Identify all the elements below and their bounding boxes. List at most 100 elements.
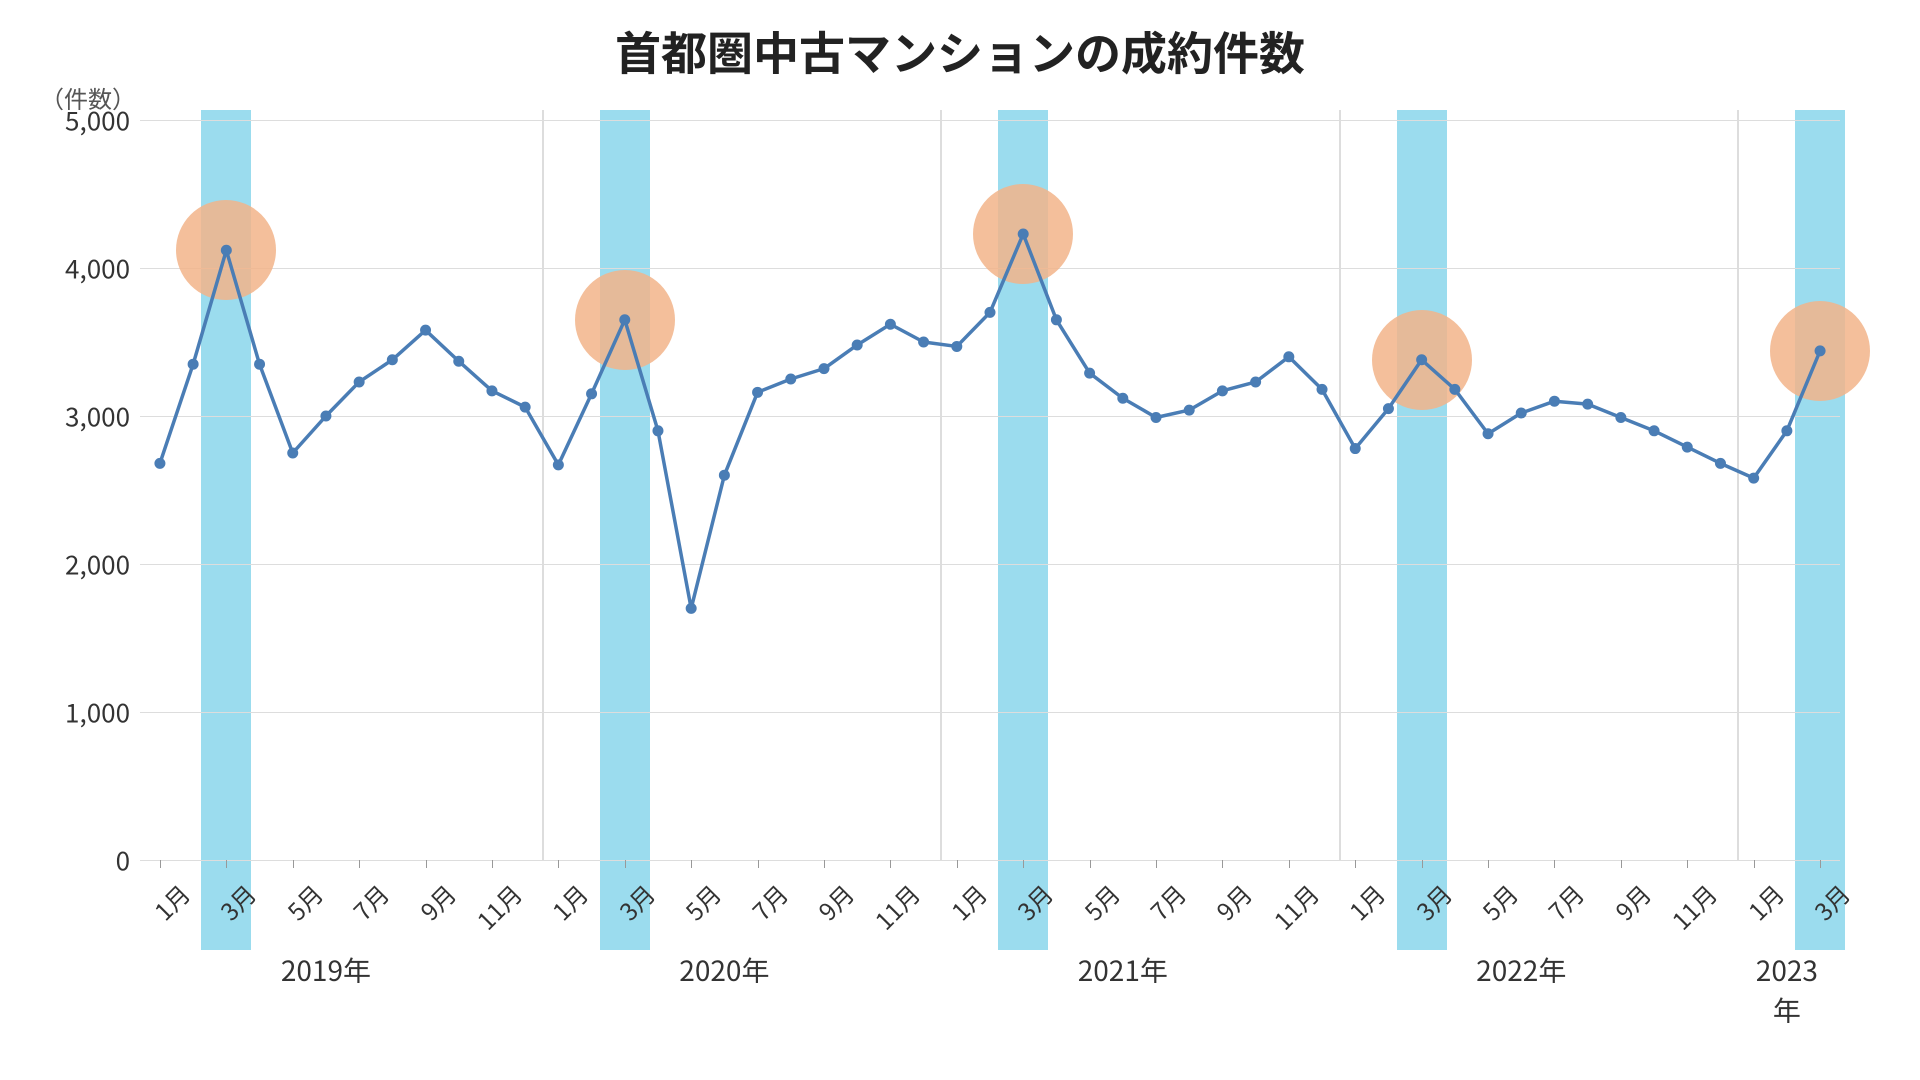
x-tick (824, 860, 825, 868)
x-tick (1355, 860, 1356, 868)
data-point (985, 307, 995, 317)
data-point (1450, 384, 1460, 394)
x-tick-label: 11月 (1657, 876, 1724, 943)
data-line (160, 234, 1820, 608)
data-point (1251, 377, 1261, 387)
x-tick-label: 5月 (262, 876, 329, 943)
x-tick (160, 860, 161, 868)
x-tick (1023, 860, 1024, 868)
data-point (487, 386, 497, 396)
x-tick (293, 860, 294, 868)
x-tick (625, 860, 626, 868)
data-point (1051, 315, 1061, 325)
data-point (387, 355, 397, 365)
data-point (155, 458, 165, 468)
x-tick (492, 860, 493, 868)
data-point (1118, 393, 1128, 403)
plot-area: 01,0002,0003,0004,0005,0001月3月5月7月9月11月1… (140, 120, 1840, 860)
chart-container: { "chart": { "type": "line", "title": "首… (0, 0, 1920, 1080)
data-point (1583, 399, 1593, 409)
data-point (653, 426, 663, 436)
data-point (819, 364, 829, 374)
data-point (686, 603, 696, 613)
x-tick-label: 1月 (1325, 876, 1392, 943)
data-point (221, 245, 231, 255)
x-tick-label: 1月 (1723, 876, 1790, 943)
data-point (786, 374, 796, 384)
data-point (1516, 408, 1526, 418)
x-tick-label: 1月 (528, 876, 595, 943)
data-point (1151, 412, 1161, 422)
data-point (1549, 396, 1559, 406)
x-tick-label: 9月 (1192, 876, 1259, 943)
x-tick (1422, 860, 1423, 868)
year-label: 2020年 (679, 950, 769, 990)
x-tick-label: 9月 (395, 876, 462, 943)
x-tick (1488, 860, 1489, 868)
data-point (553, 460, 563, 470)
x-tick (1754, 860, 1755, 868)
x-tick (226, 860, 227, 868)
data-point (1317, 384, 1327, 394)
x-tick (890, 860, 891, 868)
data-point (255, 359, 265, 369)
data-point (1715, 458, 1725, 468)
y-tick-label: 0 (40, 842, 130, 879)
x-tick (957, 860, 958, 868)
x-tick (1621, 860, 1622, 868)
data-point (288, 448, 298, 458)
data-point (1682, 442, 1692, 452)
x-tick-label: 7月 (1126, 876, 1193, 943)
x-tick (1554, 860, 1555, 868)
x-tick-label: 9月 (794, 876, 861, 943)
year-label: 2021年 (1078, 950, 1168, 990)
data-point (1649, 426, 1659, 436)
y-tick-label: 2,000 (40, 546, 130, 583)
x-tick-label: 5月 (661, 876, 728, 943)
line-chart-svg (140, 120, 1840, 860)
data-point (1085, 368, 1095, 378)
x-tick (426, 860, 427, 868)
data-point (919, 337, 929, 347)
data-point (885, 319, 895, 329)
x-tick-label: 11月 (1258, 876, 1325, 943)
data-point (1483, 429, 1493, 439)
x-tick (1156, 860, 1157, 868)
x-tick (1289, 860, 1290, 868)
data-point (620, 315, 630, 325)
data-point (421, 325, 431, 335)
x-tick (359, 860, 360, 868)
x-tick (1820, 860, 1821, 868)
year-label: 2022年 (1476, 950, 1566, 990)
x-tick (691, 860, 692, 868)
data-point (520, 402, 530, 412)
x-tick (1222, 860, 1223, 868)
data-point (1184, 405, 1194, 415)
data-point (587, 389, 597, 399)
x-tick-label: 1月 (926, 876, 993, 943)
year-label: 2023年 (1756, 950, 1818, 1030)
x-tick (1687, 860, 1688, 868)
y-tick-label: 3,000 (40, 398, 130, 435)
x-tick-label: 7月 (329, 876, 396, 943)
grid-line (140, 860, 1840, 861)
data-point (1350, 444, 1360, 454)
x-tick-label: 11月 (462, 876, 529, 943)
x-tick (1090, 860, 1091, 868)
data-point (321, 411, 331, 421)
data-point (1417, 355, 1427, 365)
data-point (188, 359, 198, 369)
x-tick (758, 860, 759, 868)
data-point (1217, 386, 1227, 396)
data-point (1782, 426, 1792, 436)
y-tick-label: 4,000 (40, 250, 130, 287)
data-point (1749, 473, 1759, 483)
x-tick-label: 7月 (727, 876, 794, 943)
data-point (1018, 229, 1028, 239)
year-label: 2019年 (281, 950, 371, 990)
x-tick-label: 9月 (1590, 876, 1657, 943)
x-tick-label: 5月 (1458, 876, 1525, 943)
data-point (852, 340, 862, 350)
chart-title: 首都圏中古マンションの成約件数 (0, 18, 1920, 84)
data-point (1383, 404, 1393, 414)
